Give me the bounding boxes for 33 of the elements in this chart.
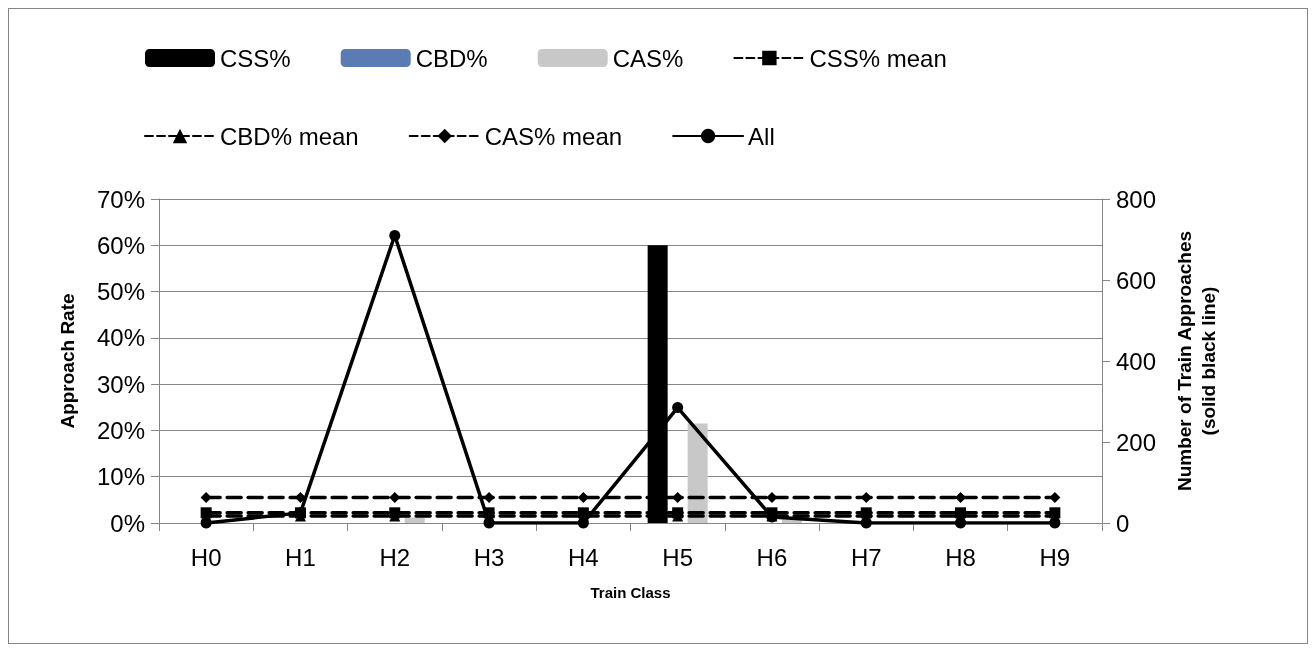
y-tick-label: 20%: [96, 416, 145, 444]
x-tick-label: H5: [662, 543, 693, 571]
x-tick-label: H0: [190, 543, 222, 571]
y-tick-label: 40%: [96, 324, 145, 352]
y-tick-label: 0%: [110, 509, 145, 537]
legend-label: CBD% mean: [220, 122, 359, 150]
y-axis-title: Approach Rate: [56, 293, 78, 429]
legend-label: CAS%: [612, 44, 684, 72]
legend-label: All: [748, 122, 775, 150]
y2-tick-label: 0: [1116, 509, 1130, 537]
legend-label: CSS%: [220, 44, 291, 72]
x-tick-label: H9: [1039, 543, 1071, 571]
x-axis-title: Train Class: [590, 584, 671, 601]
x-tick-label: H7: [850, 543, 882, 571]
y-tick-label: 60%: [96, 231, 145, 259]
y2-axis-title: Number of Train Approaches (solid black line): [1173, 230, 1219, 492]
x-tick-label: H1: [285, 543, 316, 571]
legend-label: CAS% mean: [484, 122, 623, 150]
y2-tick-label: 600: [1116, 266, 1157, 294]
y-tick-label: 50%: [96, 278, 145, 306]
y2-tick-label: 800: [1116, 185, 1157, 213]
x-tick-label: H2: [379, 543, 411, 571]
y-tick-label: 10%: [96, 463, 145, 491]
y-tick-label: 30%: [96, 370, 145, 398]
x-tick-label: H3: [473, 543, 505, 571]
y-tick-label: 70%: [96, 185, 145, 213]
x-tick-label: H8: [945, 543, 976, 571]
y2-tick-label: 400: [1116, 347, 1157, 375]
x-tick-label: H6: [756, 543, 788, 571]
legend-label: CBD%: [415, 44, 488, 72]
x-tick-label: H4: [568, 543, 599, 571]
legend-label: CSS% mean: [809, 44, 947, 72]
y2-tick-label: 200: [1116, 428, 1157, 456]
